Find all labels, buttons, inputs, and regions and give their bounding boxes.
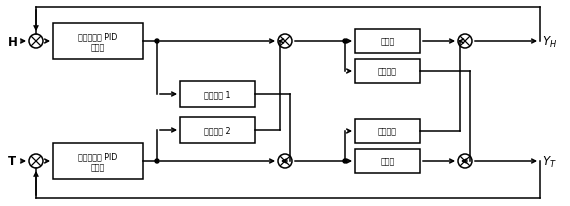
- Bar: [355, 60, 420, 84]
- Bar: [355, 119, 420, 143]
- Text: 耦合通道: 耦合通道: [378, 127, 397, 136]
- Text: 前馈补偼 2: 前馈补偼 2: [204, 126, 231, 135]
- Bar: [53, 24, 143, 60]
- Circle shape: [343, 159, 347, 163]
- Bar: [53, 143, 143, 179]
- Bar: [355, 149, 420, 173]
- Text: $Y_T$: $Y_T$: [542, 154, 557, 169]
- Text: 耦合通道: 耦合通道: [378, 67, 397, 76]
- Text: 加燭器: 加燭器: [380, 157, 394, 166]
- Text: T: T: [8, 155, 16, 168]
- Bar: [180, 82, 255, 108]
- Text: 自适应模糊 PID
控制器: 自适应模糊 PID 控制器: [78, 32, 117, 52]
- Text: 加湿器: 加湿器: [380, 37, 394, 46]
- Circle shape: [155, 40, 159, 44]
- Text: H: H: [8, 35, 18, 48]
- Bar: [180, 117, 255, 143]
- Bar: [355, 30, 420, 54]
- Text: $Y_H$: $Y_H$: [542, 34, 557, 49]
- Text: 自适应模糊 PID
控制器: 自适应模糊 PID 控制器: [78, 151, 117, 171]
- Text: 前馈补偼 1: 前馈补偼 1: [204, 90, 231, 99]
- Circle shape: [343, 40, 347, 44]
- Circle shape: [155, 159, 159, 163]
